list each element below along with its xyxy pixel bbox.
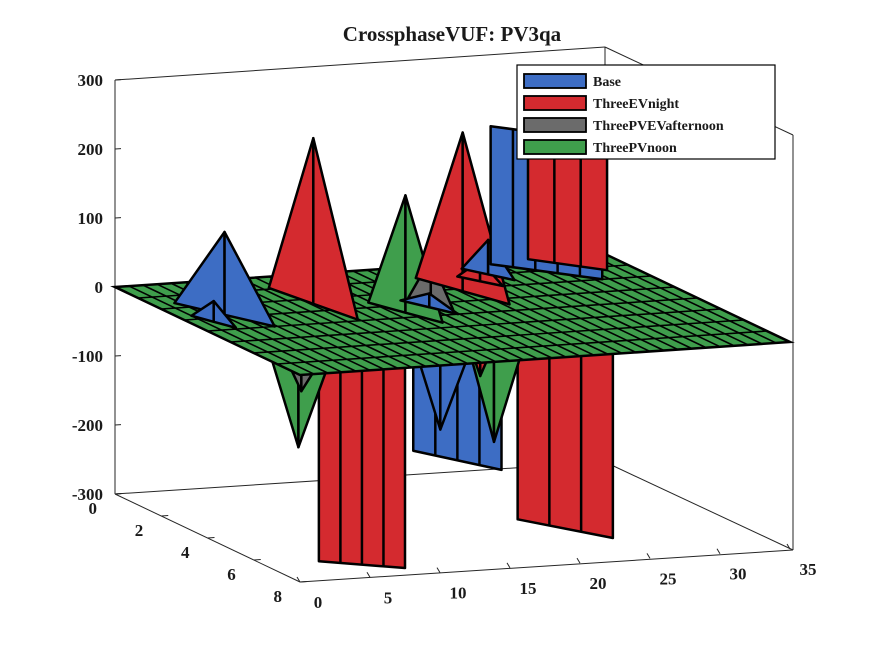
ThreeEVnight-facet [416, 133, 463, 292]
z-tick-label: 0 [95, 278, 104, 297]
x-tick-mark [647, 553, 650, 558]
z-tick-label: 200 [78, 140, 104, 159]
y-tick-label: 6 [227, 565, 236, 584]
legend-swatch [524, 118, 586, 132]
x-tick-mark [717, 549, 720, 554]
legend-label: ThreePVnoon [593, 141, 677, 156]
y-tick-mark [254, 560, 261, 561]
x-tick-label: 35 [800, 560, 817, 579]
x-tick-mark [577, 558, 580, 563]
chart-title: CrossphaseVUF: PV3qa [343, 22, 562, 46]
ThreePVnoon-facet [368, 195, 405, 312]
x-tick-mark [437, 568, 440, 573]
z-tick-label: -100 [72, 347, 103, 366]
y-tick-label: 8 [274, 587, 283, 606]
z-tick-label: 100 [78, 209, 104, 228]
x-tick-mark [507, 563, 510, 568]
axes-box-front [115, 494, 793, 582]
legend-swatch [524, 74, 586, 88]
legend-label: ThreeEVnight [593, 97, 679, 112]
y-axis-ticks: 0 2 4 6 8 [89, 494, 308, 607]
x-tick-label: 15 [520, 579, 537, 598]
ThreeEVnight-facet [269, 138, 313, 304]
y-tick-mark [208, 538, 215, 539]
x-tick-mark [367, 572, 370, 577]
y-tick-mark [300, 582, 307, 583]
ThreeEVnight-facet [313, 138, 357, 319]
z-tick-label: -300 [72, 485, 103, 504]
ThreeEVnight-facet [528, 145, 607, 270]
Base-facet [174, 232, 224, 315]
x-tick-label: 0 [314, 593, 323, 612]
x-tick-label: 5 [384, 588, 393, 607]
x-tick-label: 20 [590, 574, 607, 593]
legend: Base ThreeEVnight ThreePVEVafternoon ThreeP… [517, 65, 775, 159]
legend-label: ThreePVEVafternoon [593, 119, 724, 134]
y-tick-mark [161, 516, 168, 517]
surface-plot [115, 126, 790, 568]
y-tick-label: 4 [181, 543, 190, 562]
y-tick-label: 0 [89, 499, 98, 518]
legend-swatch [524, 140, 586, 154]
legend-label: Base [593, 75, 621, 90]
legend-swatch [524, 96, 586, 110]
x-tick-label: 30 [730, 565, 747, 584]
x-tick-label: 10 [450, 584, 467, 603]
y-tick-mark [115, 494, 122, 495]
z-tick-label: -200 [72, 416, 103, 435]
x-tick-label: 25 [660, 569, 677, 588]
y-tick-label: 2 [135, 521, 144, 540]
z-tick-label: 300 [78, 71, 104, 90]
